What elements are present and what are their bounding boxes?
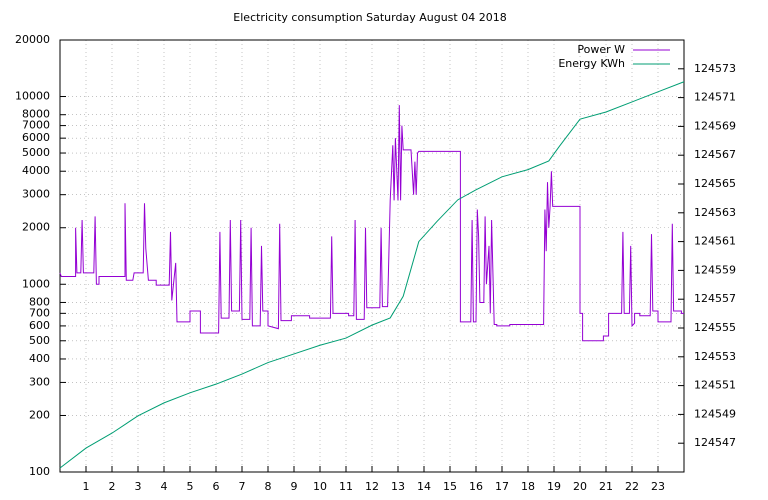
x-tick-label: 3 [135,480,142,493]
y2-tick-label: 124565 [694,177,736,190]
y-tick-label: 8000 [22,108,50,121]
x-tick-label: 11 [339,480,353,493]
y-tick-label: 600 [29,319,50,332]
y-tick-label: 3000 [22,188,50,201]
series-line [59,105,684,342]
x-tick-label: 16 [469,480,483,493]
x-tick-label: 8 [265,480,272,493]
x-tick-label: 4 [161,480,168,493]
y2-tick-label: 124561 [694,235,736,248]
x-tick-label: 14 [417,480,431,493]
x-tick-label: 12 [365,480,379,493]
x-tick-label: 2 [109,480,116,493]
y2-tick-label: 124547 [694,436,736,449]
y-tick-label: 800 [29,295,50,308]
x-tick-label: 5 [187,480,194,493]
x-tick-label: 7 [239,480,246,493]
y-tick-label: 300 [29,375,50,388]
x-tick-label: 20 [573,480,587,493]
y-tick-label: 20000 [15,33,50,46]
chart-title: Electricity consumption Saturday August … [233,11,506,24]
x-tick-label: 18 [521,480,535,493]
x-tick-label: 15 [443,480,457,493]
y-tick-label: 2000 [22,221,50,234]
plot-frame [59,39,685,473]
y-tick-label: 100 [29,465,50,478]
y2-tick-label: 124553 [694,350,736,363]
y-tick-label: 200 [29,408,50,421]
y-tick-label: 500 [29,334,50,347]
x-tick-label: 10 [313,480,327,493]
y-tick-label: 5000 [22,146,50,159]
x-tick-label: 1 [83,480,90,493]
y2-tick-label: 124549 [694,407,736,420]
x-tick-label: 9 [291,480,298,493]
y2-tick-label: 124557 [694,292,736,305]
y-tick-label: 400 [29,352,50,365]
x-tick-label: 19 [547,480,561,493]
y2-tick-label: 124559 [694,263,736,276]
x-tick-label: 23 [651,480,665,493]
x-tick-label: 17 [495,480,509,493]
x-tick-label: 22 [625,480,639,493]
y2-tick-label: 124563 [694,206,736,219]
y-tick-label: 700 [29,306,50,319]
y2-tick-label: 124567 [694,148,736,161]
y2-tick-label: 124569 [694,119,736,132]
x-tick-label: 6 [213,480,220,493]
legend-label: Energy KWh [558,57,625,70]
x-tick-label: 21 [599,480,613,493]
y2-tick-label: 124571 [694,91,736,104]
y-tick-label: 4000 [22,164,50,177]
y-tick-label: 7000 [22,119,50,132]
legend-label: Power W [577,43,625,56]
y2-tick-label: 124551 [694,379,736,392]
series-line [59,81,685,469]
y-tick-label: 6000 [22,131,50,144]
y2-tick-label: 124573 [694,62,736,75]
x-tick-label: 13 [391,480,405,493]
y-tick-label: 1000 [22,277,50,290]
y-tick-label: 10000 [15,90,50,103]
y2-tick-label: 124555 [694,321,736,334]
